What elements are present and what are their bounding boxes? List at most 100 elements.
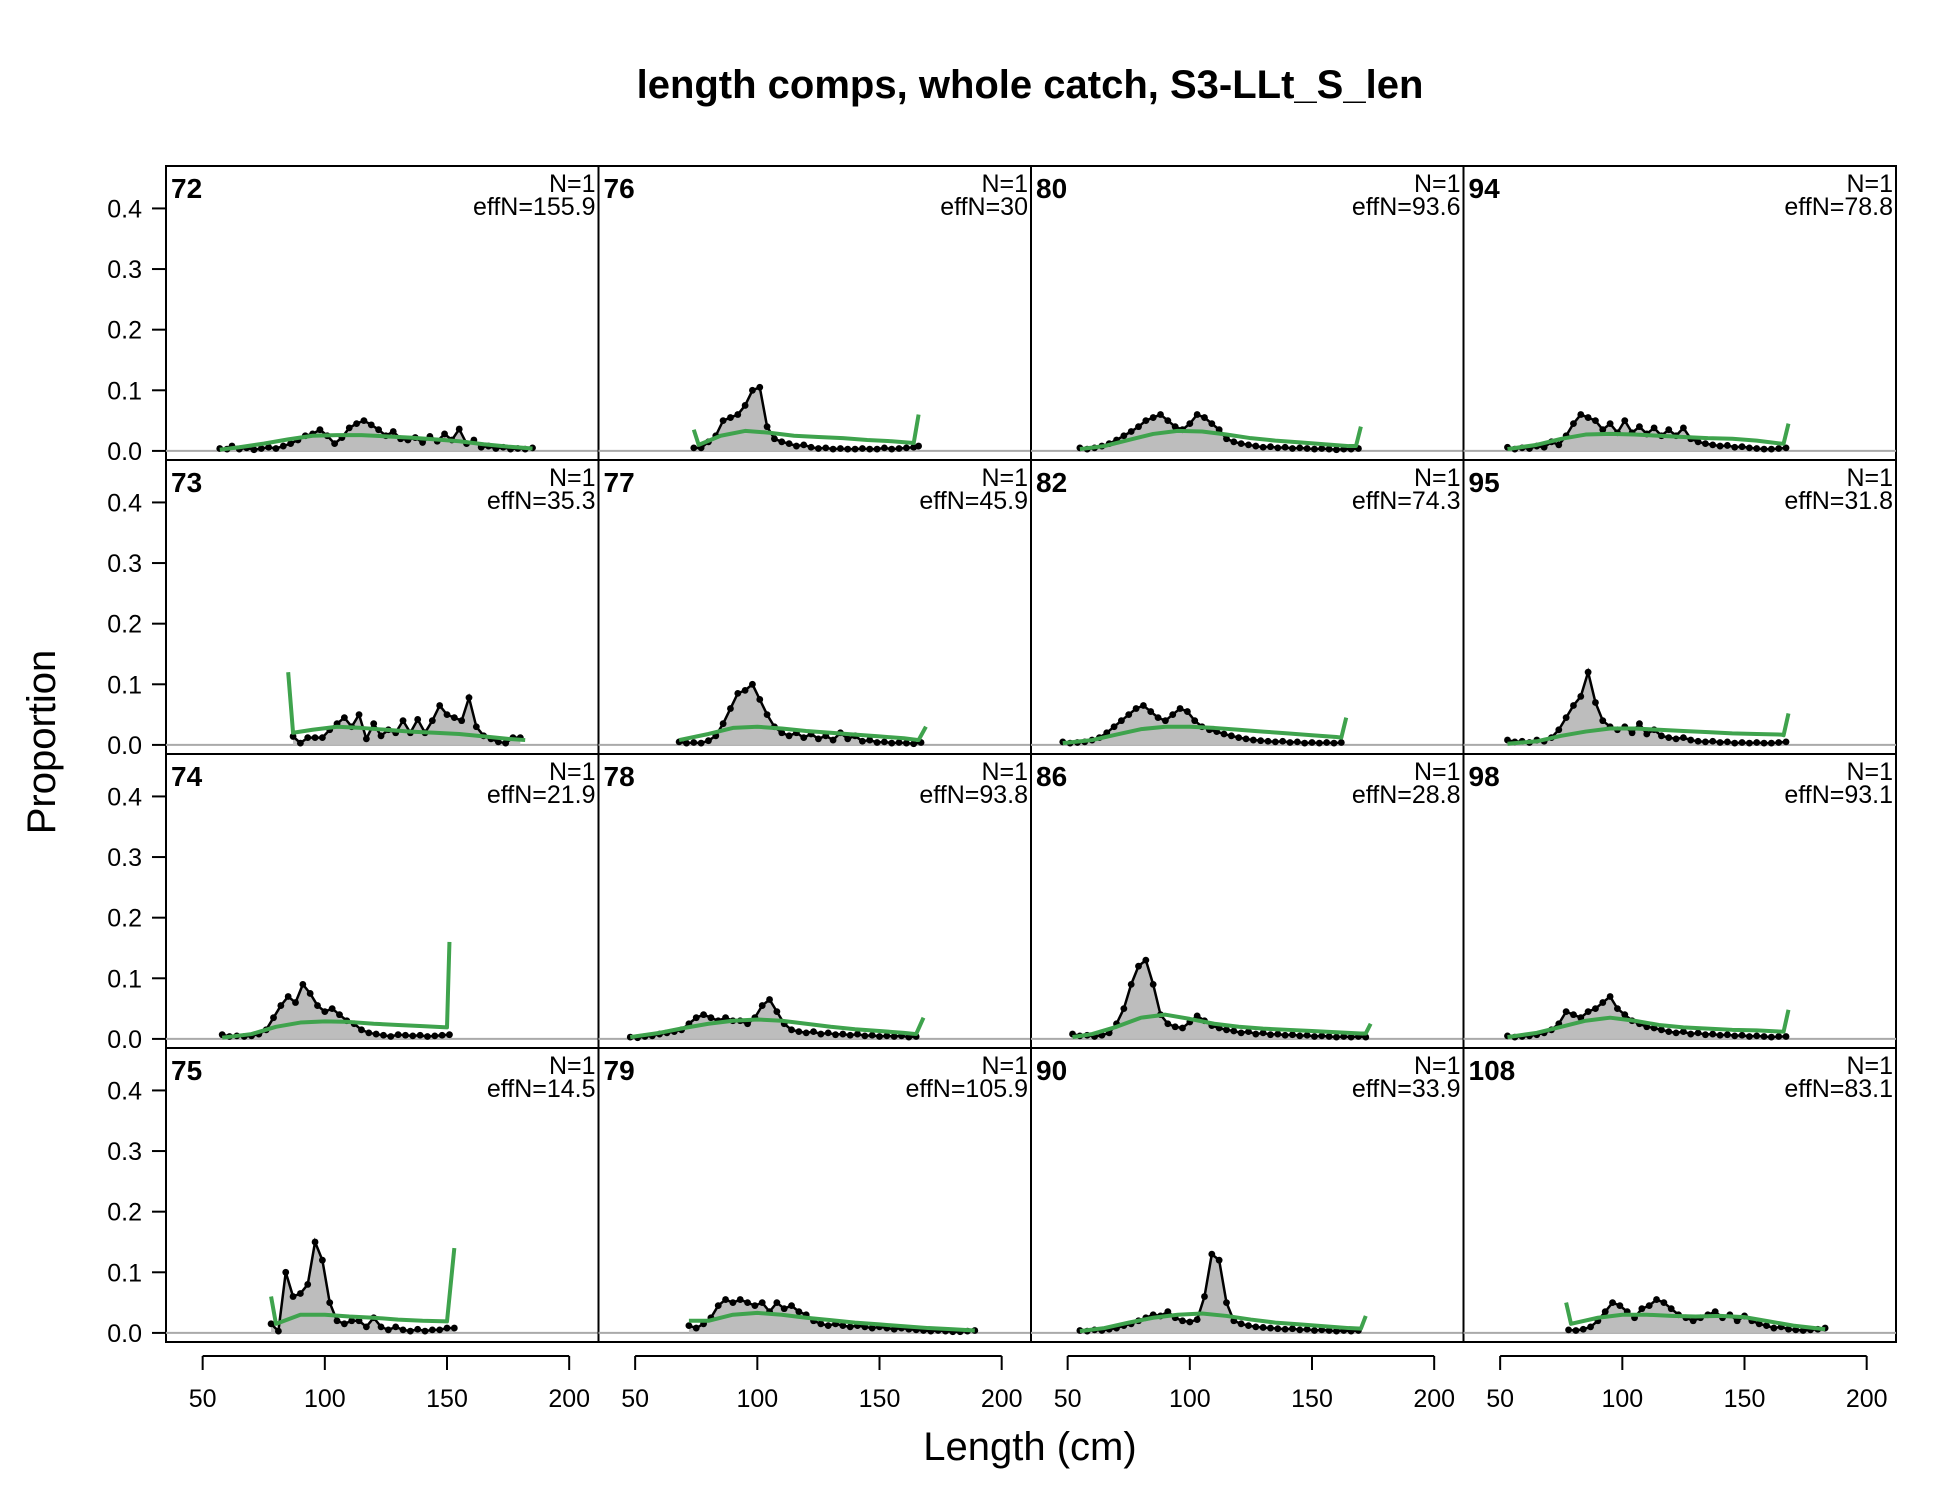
observed-point — [822, 444, 830, 452]
panel-year-label: 90 — [1036, 1055, 1067, 1086]
observed-point — [861, 1032, 869, 1040]
observed-point — [690, 739, 698, 746]
panel-year-label: 98 — [1469, 761, 1500, 792]
observed-point — [1716, 442, 1724, 450]
observed-point — [370, 720, 378, 728]
expected-line — [1507, 423, 1791, 452]
observed-point — [788, 1026, 795, 1034]
observed-point — [277, 1002, 285, 1009]
expected-line — [1564, 1302, 1826, 1332]
x-tick-label: 150 — [1724, 1385, 1766, 1413]
panel-n-label: N=1 — [549, 170, 596, 198]
observed-point — [1555, 441, 1563, 449]
x-tick-label: 100 — [1601, 1385, 1643, 1413]
observed-point — [326, 1299, 334, 1306]
observed-point — [1267, 1031, 1274, 1039]
observed-point — [275, 1327, 282, 1335]
observed-point — [1296, 444, 1304, 452]
observed-point — [873, 445, 881, 453]
observed-point — [377, 732, 385, 740]
panel-effn-label: effN=93.6 — [1352, 193, 1461, 221]
observed-point — [1782, 738, 1790, 746]
observed-point — [431, 1032, 439, 1040]
observed-point — [844, 445, 852, 453]
observed-point — [714, 1302, 722, 1310]
observed-point — [1601, 1308, 1609, 1316]
observed-point — [1738, 443, 1746, 451]
observed-point — [389, 428, 397, 435]
observed-point — [1311, 1327, 1318, 1334]
observed-point — [1616, 1302, 1624, 1310]
observed-point — [1565, 1326, 1572, 1334]
observed-point — [289, 733, 297, 740]
observed-point — [1716, 1031, 1724, 1039]
observed-point — [1318, 1032, 1326, 1040]
observed-point — [296, 1290, 304, 1297]
observed-point — [705, 737, 712, 745]
observed-point — [1227, 732, 1235, 740]
y-tick-label: 0.1 — [107, 1259, 142, 1287]
observed-point — [727, 414, 734, 421]
observed-point — [443, 1324, 451, 1332]
observed-point — [895, 739, 903, 746]
observed-point — [406, 1327, 414, 1335]
observed-point — [1264, 737, 1272, 745]
x-tick-label: 100 — [1169, 1385, 1211, 1413]
panel-n-label: N=1 — [1846, 1052, 1893, 1080]
observed-point — [771, 435, 778, 443]
panel-year-label: 77 — [604, 467, 635, 498]
observed-point — [1709, 1030, 1717, 1038]
observed-point — [316, 426, 324, 434]
observed-point — [1179, 1024, 1186, 1032]
observed-point — [788, 1302, 795, 1310]
observed-point — [729, 1299, 737, 1306]
observed-point — [455, 425, 463, 433]
observed-point — [1723, 1031, 1731, 1039]
observed-point — [414, 716, 422, 723]
observed-point — [1733, 1317, 1741, 1325]
observed-point — [1311, 445, 1318, 453]
x-axis-col-3: 50 100 150 200 — [1054, 1355, 1455, 1413]
observed-point — [1555, 726, 1563, 734]
observed-point — [1164, 1020, 1172, 1028]
observed-point — [360, 417, 368, 424]
observed-point — [1120, 432, 1128, 440]
observed-point — [1687, 736, 1695, 744]
panel-year-label: 95 — [1469, 467, 1500, 498]
observed-point — [1702, 738, 1709, 746]
observed-point — [1242, 735, 1250, 743]
observed-point — [839, 1030, 847, 1038]
observed-point — [719, 417, 727, 424]
observed-point — [1274, 444, 1282, 452]
observed-point — [1667, 1305, 1675, 1313]
observed-point — [868, 1324, 876, 1332]
panel-effn-label: effN=21.9 — [487, 781, 596, 809]
observed-point — [1257, 737, 1265, 745]
observed-point — [1161, 717, 1169, 725]
expected-line — [688, 1310, 975, 1333]
y-tick-label: 0.2 — [107, 905, 142, 933]
observed-point — [1592, 1005, 1599, 1012]
observed-point — [744, 1299, 751, 1306]
y-tick-label: 0.4 — [107, 489, 142, 517]
observed-point — [810, 1028, 817, 1036]
observed-point — [1658, 732, 1665, 740]
observed-point — [1702, 440, 1709, 448]
expected-line — [221, 941, 452, 1040]
observed-point — [1215, 426, 1223, 434]
observed-point — [1653, 1296, 1660, 1303]
observed-point — [1132, 705, 1140, 712]
x-tick-label: 150 — [426, 1385, 468, 1413]
observed-point — [1606, 420, 1614, 428]
observed-point — [387, 1033, 395, 1040]
observed-point — [1286, 739, 1294, 746]
observed-point — [267, 1320, 275, 1328]
panel-n-label: N=1 — [1846, 464, 1893, 492]
observed-point — [1680, 424, 1687, 432]
observed-point — [880, 444, 888, 452]
x-tick-label: 100 — [736, 1385, 778, 1413]
chart-title: length comps, whole catch, S3-LLt_S_len — [637, 63, 1424, 107]
y-tick-label: 0.0 — [107, 1320, 142, 1348]
observed-point — [807, 443, 815, 451]
